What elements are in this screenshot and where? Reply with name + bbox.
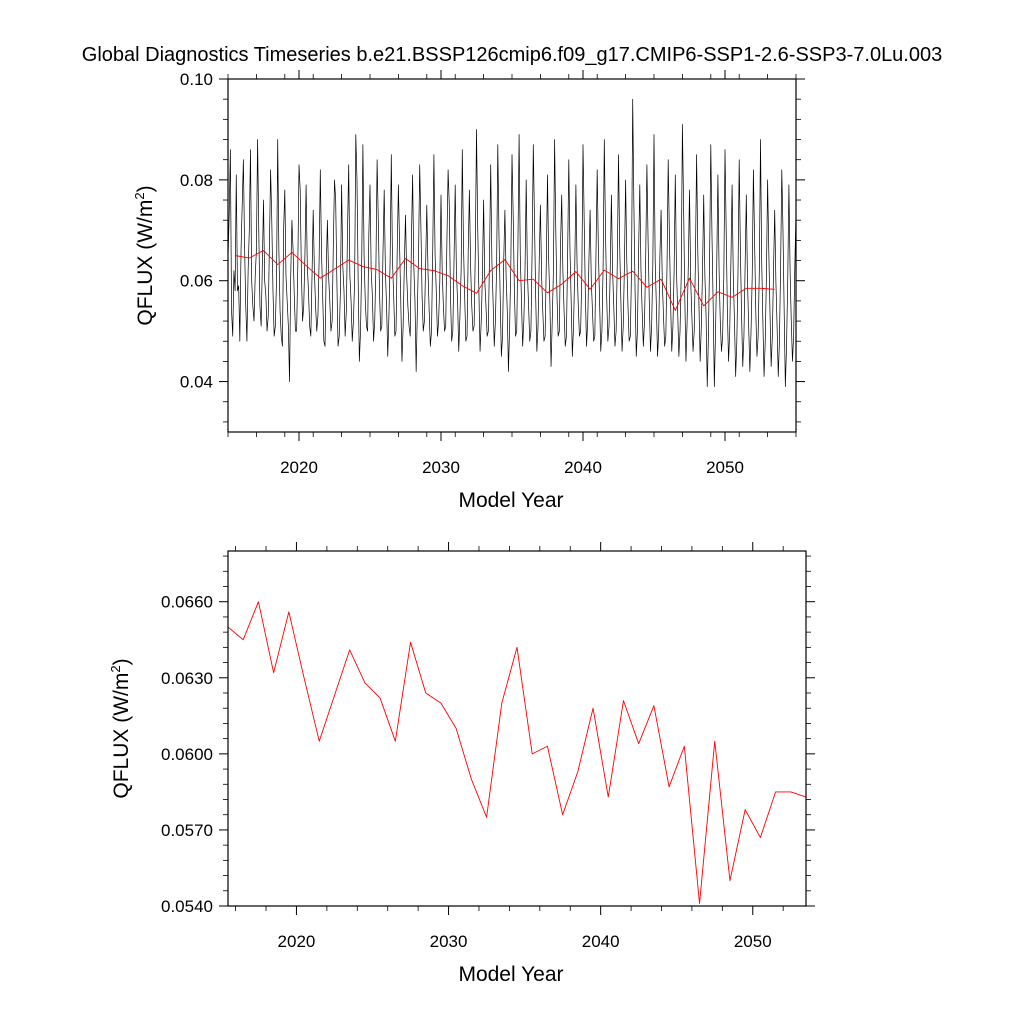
y-tick-label: 0.10 [180,70,213,89]
y-axis-title: QFLUX (W/m2) [132,185,157,325]
plot-frame [227,550,807,907]
y-tick-label: 0.04 [180,373,213,392]
y-tick-label: 0.0600 [161,745,213,764]
x-axis-title: Model Year [458,963,563,986]
y-tick-label: 0.0540 [161,897,213,916]
x-tick-label: 2030 [422,458,460,477]
y-tick-label: 0.06 [180,272,213,291]
series-line-annual-mean [228,601,806,904]
chart-panel-2: 2020 2030 2040 2050 0.0540 0.0570 0.0600 0.0630… [108,542,815,986]
series-line-monthly [228,98,796,387]
x-tick-label: 2020 [278,932,316,951]
y-axis-title: QFLUX (W/m2) [108,658,133,798]
x-tick-label: 2040 [582,932,620,951]
x-tick-label: 2020 [280,458,318,477]
y-tick-label: 0.0660 [161,593,213,612]
x-tick-label: 2040 [564,458,602,477]
plot-frame [227,78,797,433]
figure-title: Global Diagnostics Timeseries b.e21.BSSP… [81,44,943,66]
y-tick-label: 0.0570 [161,821,213,840]
chart-panel-1: 2020 2030 2040 2050 0.04 0.06 0.08 0.10 Model Ye… [132,70,805,512]
x-tick-label: 2050 [734,932,772,951]
series-line-annual-mean [235,250,775,311]
x-tick-label: 2030 [430,932,468,951]
y-tick-label: 0.0630 [161,669,213,688]
y-tick-label: 0.08 [180,171,213,190]
x-tick-label: 2050 [706,458,744,477]
x-axis-title: Model Year [458,489,563,512]
